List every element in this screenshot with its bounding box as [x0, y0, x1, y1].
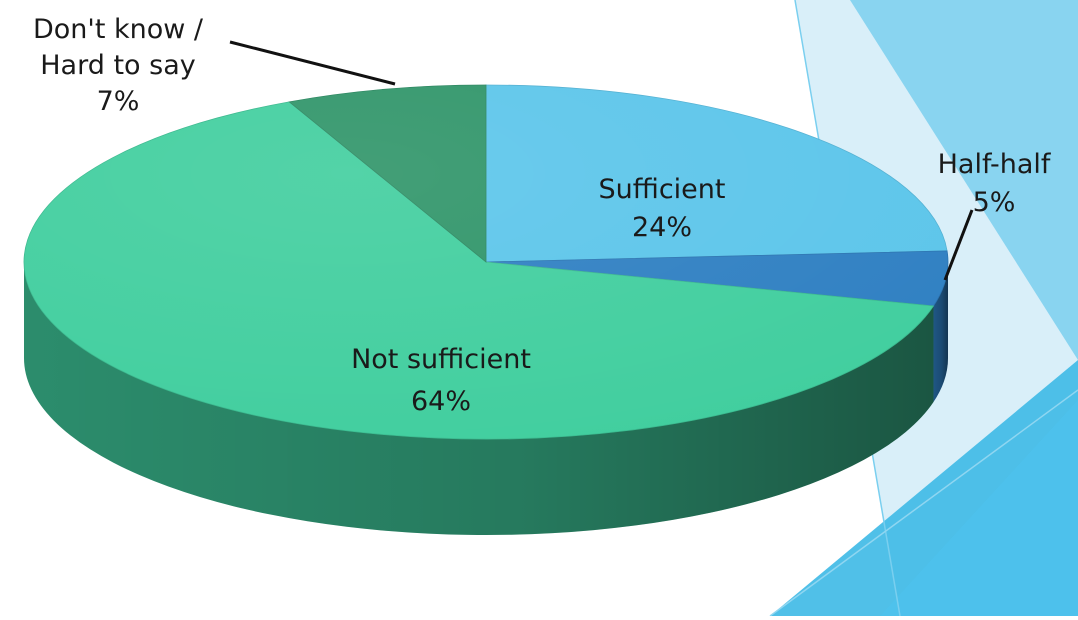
label-sufficient: Sufficient 24%	[598, 174, 725, 243]
pie-sides	[24, 262, 948, 535]
label-don-t-know-hard-to-say-value: 7%	[97, 86, 140, 117]
bg-facet-mid	[850, 0, 1078, 360]
label-half-half-name: Half-half	[938, 149, 1052, 180]
label-half-half: Half-half 5%	[938, 149, 1052, 218]
bg-facet-mid-2	[880, 400, 1078, 616]
label-not-sufficient-name: Not sufficient	[351, 344, 531, 375]
label-sufficient-value: 24%	[632, 212, 692, 243]
leader-half-half	[943, 209, 974, 281]
bg-line-2	[769, 389, 1078, 617]
leader-don-t-know-hard-to-say	[229, 40, 396, 86]
label-don-t-know-hard-to-say-name-line-1: Don't know /	[33, 14, 204, 45]
label-not-sufficient: Not sufficient 64%	[351, 344, 531, 417]
label-don-t-know-hard-to-say: Don't know / Hard to say 7%	[33, 14, 204, 117]
label-sufficient-name: Sufficient	[598, 174, 725, 205]
pie-tops	[23, 84, 949, 440]
label-half-half-value: 5%	[973, 187, 1016, 218]
pie-side-not-sufficient-shade	[24, 262, 934, 535]
data-labels: Sufficient 24% Half-half 5% Not sufficient 64…	[33, 14, 1052, 417]
label-don-t-know-hard-to-say-name-line-2: Hard to say	[40, 50, 195, 81]
leader-lines	[229, 40, 974, 281]
label-not-sufficient-value: 64%	[411, 386, 471, 417]
pie-side-half-half-shade	[933, 262, 948, 403]
pie-gloss	[24, 85, 948, 439]
